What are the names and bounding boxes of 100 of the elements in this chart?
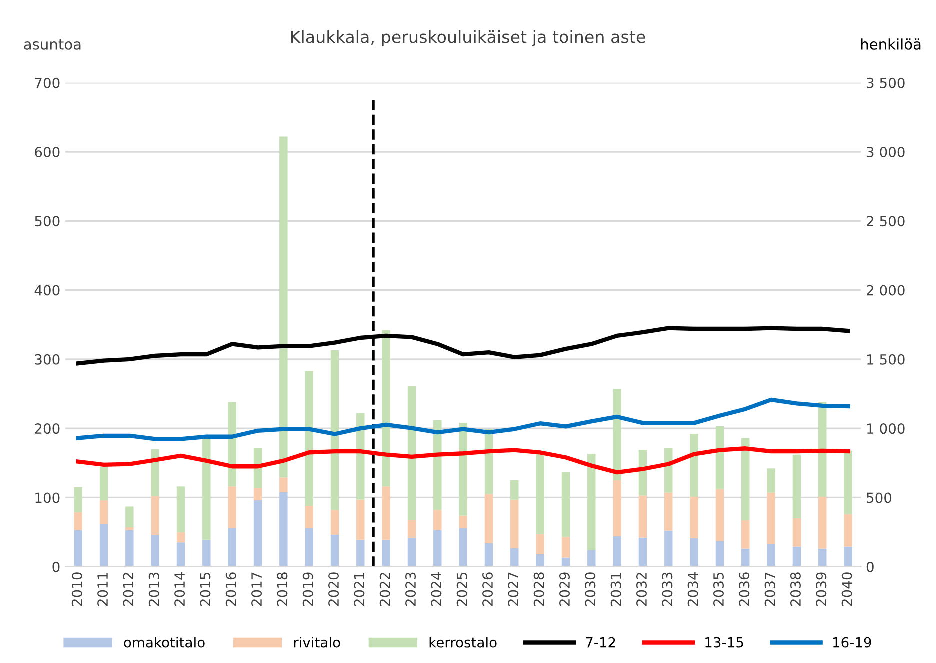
bar xyxy=(151,535,160,567)
bar xyxy=(176,542,186,567)
bar xyxy=(792,454,802,518)
bar xyxy=(408,520,416,539)
y-tick-label: 100 xyxy=(36,492,60,504)
bar xyxy=(792,518,802,547)
bar xyxy=(228,528,236,567)
y-tick-label: 600 xyxy=(35,146,60,158)
bar xyxy=(818,548,827,567)
y2-tick-label: 0 xyxy=(866,562,874,572)
y2-axis-title: henkilöä xyxy=(861,38,921,50)
bar xyxy=(742,520,750,549)
y-tick-label: 500 xyxy=(35,216,60,227)
line-series xyxy=(76,446,850,475)
bar xyxy=(664,530,673,567)
bar xyxy=(254,500,262,567)
y-tick-label: 200 xyxy=(35,424,60,434)
y-tick-label: 300 xyxy=(35,354,60,365)
x-tick-label: 2026 xyxy=(482,572,494,606)
bar xyxy=(382,540,390,567)
bar xyxy=(382,486,390,540)
bar xyxy=(690,538,698,567)
x-tick-label: 2016 xyxy=(226,572,236,606)
bar xyxy=(459,423,468,516)
bar xyxy=(484,494,494,544)
y-axis-title: asuntoa xyxy=(24,39,81,50)
bar xyxy=(613,389,622,480)
bar xyxy=(510,500,519,548)
bar xyxy=(562,537,570,558)
bar xyxy=(613,480,622,536)
x-tick-label: 2017 xyxy=(252,572,262,606)
x-tick-label: 2040 xyxy=(842,572,852,606)
bar xyxy=(151,449,160,496)
bar xyxy=(356,413,365,500)
bar xyxy=(742,438,750,521)
bar xyxy=(767,468,776,493)
x-tick-label: 2032 xyxy=(636,573,647,606)
bar xyxy=(228,486,236,528)
x-tick-label: 2038 xyxy=(790,572,801,606)
bar xyxy=(408,538,416,567)
bar xyxy=(74,530,82,567)
bar xyxy=(202,540,211,567)
x-tick-label: 2028 xyxy=(534,572,544,606)
bar xyxy=(510,548,519,567)
bar xyxy=(305,371,314,506)
legend-label: omakotitalo xyxy=(124,637,205,648)
x-tick-label: 2010 xyxy=(72,572,82,606)
y2-tick-label: 500 xyxy=(867,492,892,504)
bar xyxy=(767,492,776,544)
bar xyxy=(356,540,365,567)
bar xyxy=(536,554,544,567)
bar xyxy=(690,497,698,539)
chart-title: Klaukkala, peruskouluikäiset ja toinen aste xyxy=(291,30,646,47)
bar xyxy=(716,541,724,567)
bar xyxy=(588,454,596,550)
bar xyxy=(356,500,365,540)
bar xyxy=(126,506,134,528)
x-tick-label: 2014 xyxy=(174,572,186,606)
bar xyxy=(74,487,82,512)
bar xyxy=(330,350,340,510)
bar xyxy=(510,480,519,500)
y-tick-label: 400 xyxy=(34,285,60,296)
x-tick-label: 2037 xyxy=(764,572,776,606)
legend-label: rivitalo xyxy=(294,637,340,648)
x-tick-label: 2030 xyxy=(585,572,596,606)
x-tick-label: 2020 xyxy=(328,572,340,606)
x-tick-label: 2021 xyxy=(354,573,365,606)
line-series xyxy=(76,398,850,442)
bar xyxy=(716,489,724,542)
x-tick-label: 2034 xyxy=(688,572,698,606)
bar xyxy=(588,550,596,567)
y2-tick-label: 3 000 xyxy=(867,146,905,158)
x-tick-label: 2031 xyxy=(610,573,622,606)
x-tick-label: 2015 xyxy=(200,572,211,606)
y2-tick-label: 1 000 xyxy=(868,424,905,434)
x-tick-label: 2024 xyxy=(431,572,442,606)
bar xyxy=(100,467,108,500)
legend-label: 7-12 xyxy=(586,637,616,648)
legend-label: 16-19 xyxy=(833,637,872,648)
x-tick-label: 2019 xyxy=(302,572,314,606)
bar xyxy=(690,434,698,498)
bar xyxy=(176,486,186,532)
bar xyxy=(742,548,750,567)
bar xyxy=(434,530,442,567)
bar xyxy=(767,544,776,567)
x-tick-label: 2029 xyxy=(560,572,570,606)
bar xyxy=(562,472,570,538)
bar xyxy=(126,530,134,567)
bar xyxy=(280,136,288,478)
bar xyxy=(459,516,468,528)
x-tick-label: 2035 xyxy=(713,572,724,606)
bar xyxy=(126,527,134,530)
y-tick-label: 700 xyxy=(35,78,60,88)
y-tick-label: 0 xyxy=(52,562,60,572)
bar xyxy=(151,496,160,536)
bar xyxy=(74,512,82,530)
bar xyxy=(330,510,340,536)
bar xyxy=(305,506,314,528)
bar xyxy=(818,497,827,549)
bar xyxy=(664,492,673,531)
